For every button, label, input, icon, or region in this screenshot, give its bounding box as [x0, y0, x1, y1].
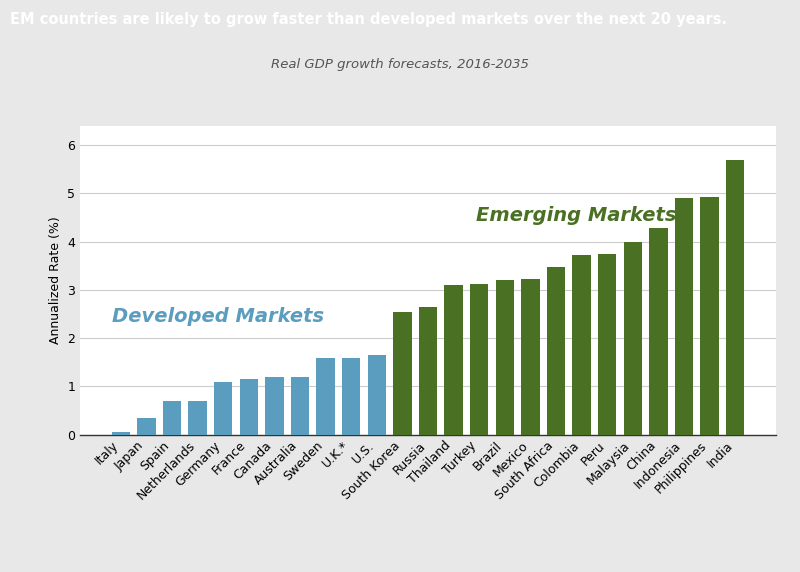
Bar — [240, 379, 258, 435]
Bar — [163, 401, 182, 435]
Bar — [138, 418, 156, 435]
Bar — [572, 255, 590, 435]
Text: Emerging Markets: Emerging Markets — [476, 205, 677, 225]
Bar — [342, 358, 361, 435]
Bar — [444, 285, 463, 435]
Bar — [521, 279, 539, 435]
Bar — [649, 228, 667, 435]
Text: Developed Markets: Developed Markets — [112, 307, 324, 326]
Text: EM countries are likely to grow faster than developed markets over the next 20 y: EM countries are likely to grow faster t… — [10, 12, 726, 27]
Bar — [266, 377, 284, 435]
Bar — [418, 307, 438, 435]
Bar — [546, 267, 565, 435]
Bar — [495, 280, 514, 435]
Bar — [598, 254, 616, 435]
Bar — [393, 312, 412, 435]
Bar — [189, 401, 207, 435]
Bar — [214, 382, 233, 435]
Bar — [726, 160, 744, 435]
Bar — [623, 241, 642, 435]
Bar — [674, 198, 693, 435]
Bar — [317, 358, 335, 435]
Bar — [700, 197, 718, 435]
Y-axis label: Annualized Rate (%): Annualized Rate (%) — [49, 216, 62, 344]
Bar — [470, 284, 489, 435]
Bar — [291, 377, 310, 435]
Bar — [112, 432, 130, 435]
Bar — [367, 355, 386, 435]
Text: Real GDP growth forecasts, 2016-2035: Real GDP growth forecasts, 2016-2035 — [271, 58, 529, 72]
